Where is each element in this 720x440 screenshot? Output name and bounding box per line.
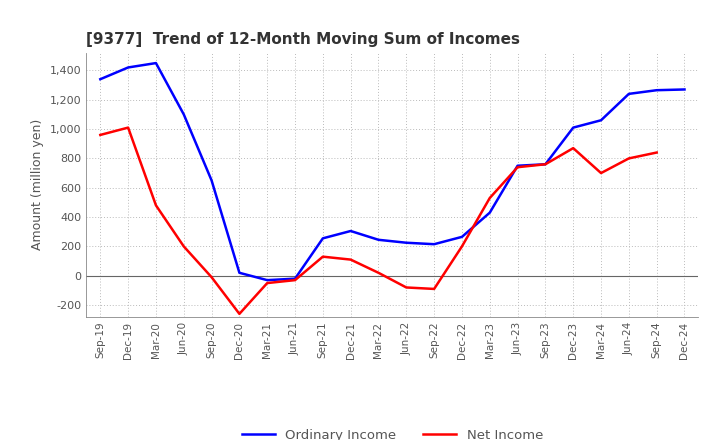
- Ordinary Income: [680, 87, 689, 92]
- Ordinary Income: [430, 242, 438, 247]
- Net Income: [207, 275, 216, 280]
- Legend: Ordinary Income, Net Income: Ordinary Income, Net Income: [237, 424, 548, 440]
- Ordinary Income: [124, 65, 132, 70]
- Ordinary Income: [346, 228, 355, 234]
- Ordinary Income: [207, 178, 216, 183]
- Net Income: [513, 165, 522, 170]
- Ordinary Income: [624, 91, 633, 96]
- Ordinary Income: [485, 210, 494, 215]
- Net Income: [318, 254, 327, 259]
- Net Income: [124, 125, 132, 130]
- Net Income: [235, 311, 243, 316]
- Ordinary Income: [152, 60, 161, 66]
- Text: [9377]  Trend of 12-Month Moving Sum of Incomes: [9377] Trend of 12-Month Moving Sum of I…: [86, 33, 521, 48]
- Net Income: [597, 170, 606, 176]
- Net Income: [179, 244, 188, 249]
- Net Income: [402, 285, 410, 290]
- Ordinary Income: [96, 77, 104, 82]
- Ordinary Income: [291, 276, 300, 281]
- Net Income: [263, 280, 271, 286]
- Net Income: [541, 161, 550, 167]
- Net Income: [458, 244, 467, 249]
- Ordinary Income: [569, 125, 577, 130]
- Ordinary Income: [513, 163, 522, 169]
- Ordinary Income: [402, 240, 410, 246]
- Ordinary Income: [179, 112, 188, 117]
- Net Income: [569, 146, 577, 151]
- Ordinary Income: [597, 117, 606, 123]
- Net Income: [96, 132, 104, 138]
- Y-axis label: Amount (million yen): Amount (million yen): [32, 119, 45, 250]
- Net Income: [624, 156, 633, 161]
- Net Income: [291, 278, 300, 283]
- Net Income: [430, 286, 438, 292]
- Net Income: [346, 257, 355, 262]
- Ordinary Income: [458, 234, 467, 239]
- Ordinary Income: [374, 237, 383, 242]
- Net Income: [652, 150, 661, 155]
- Line: Net Income: Net Income: [100, 128, 657, 314]
- Net Income: [374, 270, 383, 275]
- Line: Ordinary Income: Ordinary Income: [100, 63, 685, 280]
- Net Income: [485, 195, 494, 201]
- Ordinary Income: [235, 270, 243, 275]
- Net Income: [152, 203, 161, 208]
- Ordinary Income: [318, 236, 327, 241]
- Ordinary Income: [541, 161, 550, 167]
- Ordinary Income: [652, 88, 661, 93]
- Ordinary Income: [263, 278, 271, 283]
